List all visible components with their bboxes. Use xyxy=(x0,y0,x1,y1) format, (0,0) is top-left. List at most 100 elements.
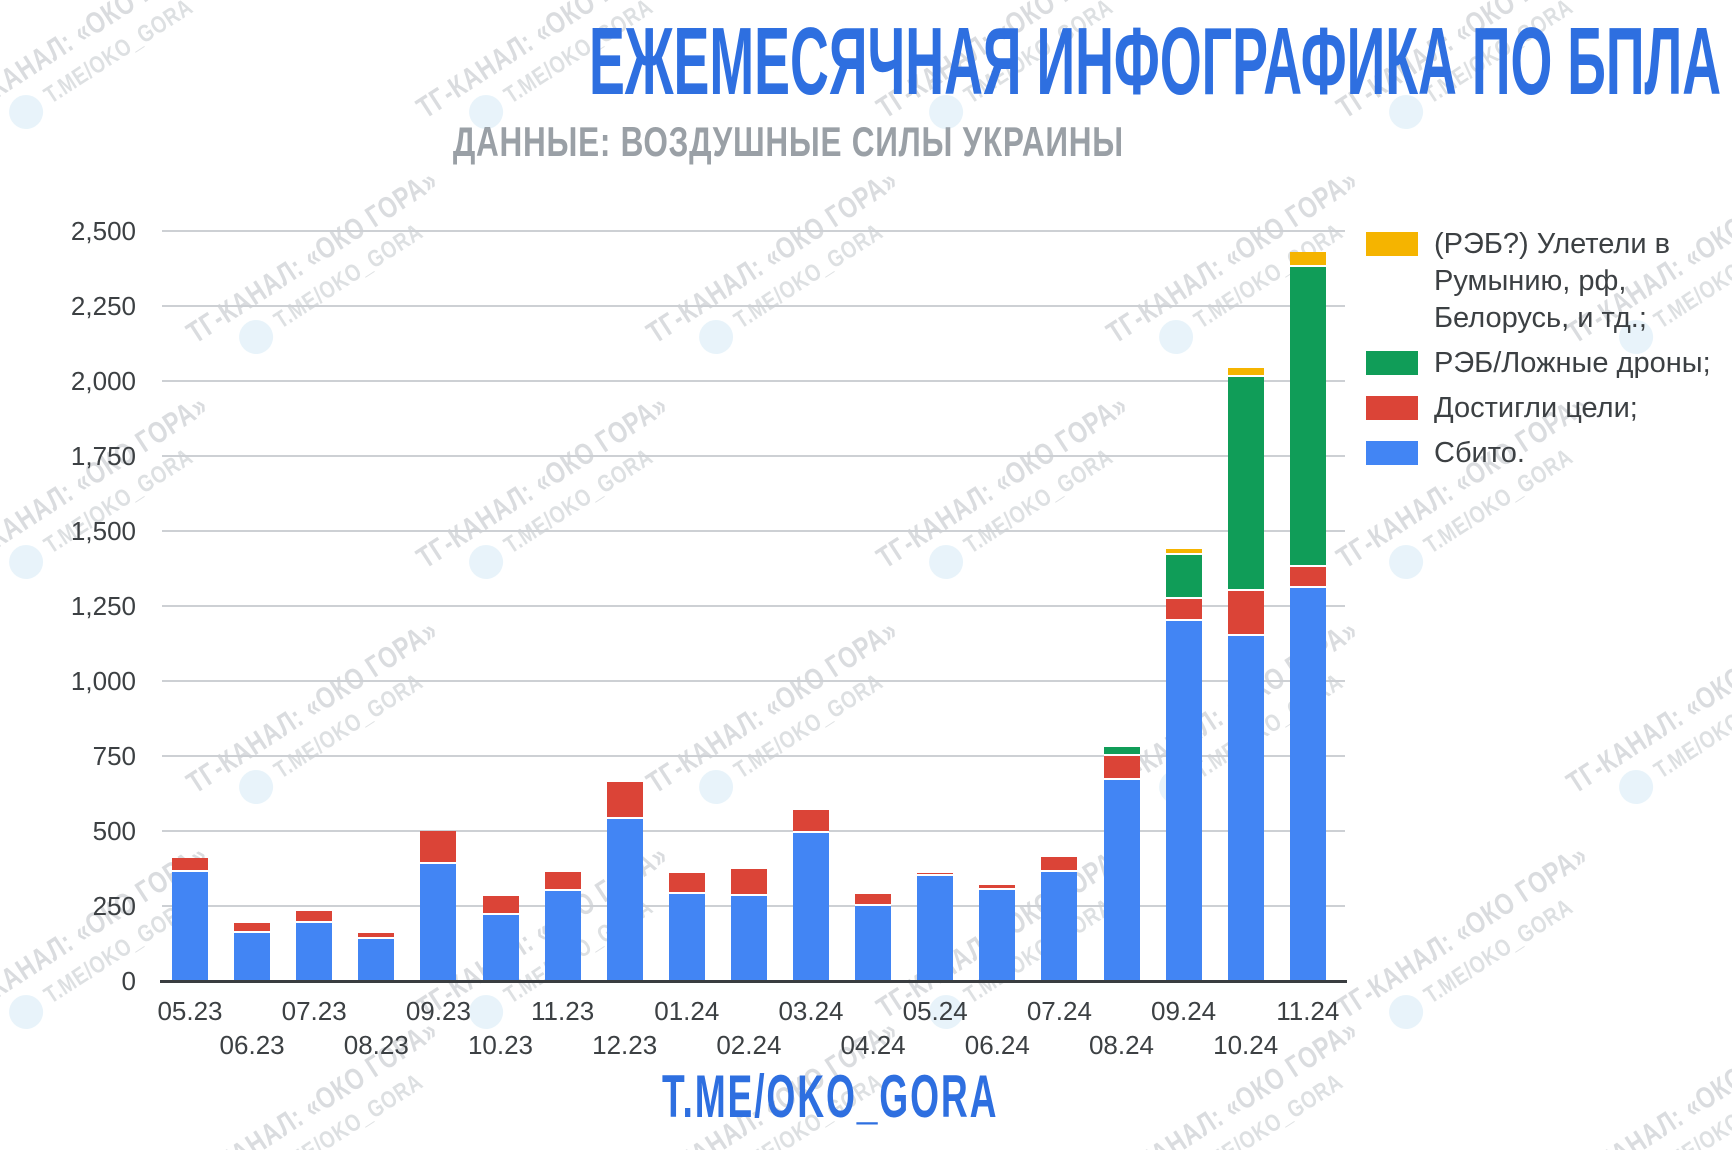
footer-channel-handle: T.ME/OKO_GORA xyxy=(0,1062,1660,1131)
bar-segment-shot_down xyxy=(793,832,829,981)
x-axis-tick-label: 08.23 xyxy=(343,1030,409,1060)
bar-segment-reached_target xyxy=(793,810,829,833)
watermark-handle-text: T.ME/OKO_GORA xyxy=(729,668,888,785)
bar-segment-flew_away xyxy=(1289,252,1326,267)
bar-segment-shot_down xyxy=(855,906,892,981)
watermark-channel-text: ТГ-КАНАЛ: «ОКО ГОРА» xyxy=(641,163,904,351)
page-title-text: ЕЖЕМЕСЯЧНАЯ ИНФОГРАФИКА ПО БПЛА SHAHED-1… xyxy=(589,8,1732,115)
chart-legend: (РЭБ?) Улетели в Румынию, рф, Белорусь, и … xyxy=(1366,226,1711,480)
y-axis-tick-label: 2,250 xyxy=(70,291,136,321)
legend-label: Достигли цели; xyxy=(1434,392,1638,424)
bar-segment-reached_target xyxy=(420,831,457,864)
telegram-circle-icon xyxy=(1382,538,1430,586)
watermark-handle-text: T.ME/OKO_GORA xyxy=(1419,893,1578,1010)
legend-label: (РЭБ?) Улетели в Румынию, рф, Белорусь, и … xyxy=(1434,228,1670,334)
bar-segment-reached_target xyxy=(482,895,519,915)
gridline xyxy=(162,755,1345,757)
bar-segment-shot_down xyxy=(358,939,395,981)
gridline xyxy=(162,530,1345,532)
gridline xyxy=(162,680,1345,682)
x-axis-tick-label: 07.24 xyxy=(1026,996,1092,1026)
y-axis-tick-label: 1,250 xyxy=(70,591,136,621)
x-axis-tick-label: 01.24 xyxy=(654,996,720,1026)
telegram-circle-icon xyxy=(1152,313,1200,361)
legend-item-ew_decoys: РЭБ/Ложные дроны; xyxy=(1366,345,1711,382)
bar-segment-reached_target xyxy=(917,873,954,876)
bar-segment-reached_target xyxy=(1227,591,1264,636)
y-axis-tick-label: 2,000 xyxy=(70,366,136,396)
watermark-handle-text: T.ME/OKO_GORA xyxy=(729,218,888,335)
x-axis-tick-label: 11.23 xyxy=(531,996,595,1026)
watermark-channel-text: ТГ-КАНАЛ: «ОКО ГОРА» xyxy=(411,388,674,576)
x-axis-tick-label: 06.23 xyxy=(219,1030,285,1060)
bar-segment-ew_decoys xyxy=(1103,747,1140,756)
watermark-handle-text: T.ME/OKO_GORA xyxy=(1649,668,1732,785)
watermark-channel-text: ТГ-КАНАЛ: «ОКО ГОРА» xyxy=(1331,838,1594,1026)
bar-segment-shot_down xyxy=(1165,621,1202,981)
watermark-channel-text: ТГ-КАНАЛ: «ОКО ГОРА» xyxy=(181,613,444,801)
bar-segment-shot_down xyxy=(234,933,271,981)
legend-item-flew_away: (РЭБ?) Улетели в Румынию, рф, Белорусь, и … xyxy=(1366,226,1711,337)
footer-channel-handle-text: T.ME/OKO_GORA xyxy=(661,1063,999,1130)
gridline xyxy=(162,830,1345,832)
legend-swatch-shot_down xyxy=(1366,441,1418,465)
page-title: ЕЖЕМЕСЯЧНАЯ ИНФОГРАФИКА ПО БПЛА SHAHED-1… xyxy=(0,10,1732,114)
watermark-tile: ТГ-КАНАЛ: «ОКО ГОРА»T.ME/OKO_GORA xyxy=(641,569,993,831)
gridline xyxy=(162,380,1345,382)
watermark-handle-text: T.ME/OKO_GORA xyxy=(269,668,428,785)
bar-segment-reached_target xyxy=(296,910,333,923)
telegram-circle-icon xyxy=(692,313,740,361)
telegram-circle-icon xyxy=(922,538,970,586)
bar-segment-ew_decoys xyxy=(1227,376,1264,591)
watermark-tile: ТГ-КАНАЛ: «ОКО ГОРА»T.ME/OKO_GORA xyxy=(411,344,763,606)
legend-label: РЭБ/Ложные дроны; xyxy=(1434,347,1711,379)
bar-segment-flew_away xyxy=(1165,549,1202,555)
bar-segment-reached_target xyxy=(172,858,208,872)
y-axis-tick-label: 0 xyxy=(121,966,136,996)
legend-item-reached_target: Достигли цели; xyxy=(1366,390,1711,427)
bar-segment-shot_down xyxy=(979,889,1016,981)
bar-segment-reached_target xyxy=(979,885,1016,890)
bar-segment-shot_down xyxy=(1103,780,1140,981)
bar-segment-shot_down xyxy=(917,876,954,981)
bar-segment-ew_decoys xyxy=(1289,267,1326,567)
x-axis-tick-label: 12.23 xyxy=(592,1030,658,1060)
bar-segment-shot_down xyxy=(1289,588,1326,981)
telegram-circle-icon xyxy=(232,313,280,361)
bar-segment-shot_down xyxy=(482,915,519,981)
bar-segment-shot_down xyxy=(544,891,581,981)
page-subtitle-text: ДАННЫЕ: ВОЗДУШНЫЕ СИЛЫ УКРАИНЫ xyxy=(452,118,1124,165)
bar-segment-reached_target xyxy=(358,933,395,939)
watermark-channel-text: ТГ-КАНАЛ: «ОКО ГОРА» xyxy=(0,388,214,576)
bar-segment-shot_down xyxy=(730,895,767,981)
watermark-tile: ТГ-КАНАЛ: «ОКО ГОРА»T.ME/OKO_GORA xyxy=(1101,569,1453,831)
x-axis-tick-label: 02.24 xyxy=(716,1030,782,1060)
bar-segment-reached_target xyxy=(730,868,767,896)
watermark-channel-text: ТГ-КАНАЛ: «ОКО ГОРА» xyxy=(871,388,1134,576)
gridline xyxy=(162,455,1345,457)
bar-segment-shot_down xyxy=(296,922,333,981)
bar-segment-shot_down xyxy=(1227,636,1264,981)
bar-segment-ew_decoys xyxy=(1165,555,1202,599)
bar-segment-shot_down xyxy=(172,871,208,981)
x-axis-tick-label: 09.24 xyxy=(1151,996,1217,1026)
x-axis-tick-label: 05.23 xyxy=(157,996,223,1026)
bar-segment-reached_target xyxy=(1165,598,1202,621)
x-axis-line xyxy=(160,980,1347,983)
legend-swatch-flew_away xyxy=(1366,232,1418,256)
x-axis-tick-label: 06.24 xyxy=(964,1030,1030,1060)
y-axis-tick-label: 250 xyxy=(92,891,136,921)
bar-segment-reached_target xyxy=(855,894,892,906)
telegram-circle-icon xyxy=(692,763,740,811)
y-axis-tick-label: 2,500 xyxy=(70,216,136,246)
x-axis-tick-label: 08.24 xyxy=(1088,1030,1155,1060)
x-axis-tick-label: 11.24 xyxy=(1276,996,1340,1026)
gridline xyxy=(162,605,1345,607)
x-axis-tick-label: 10.24 xyxy=(1213,1030,1279,1060)
bar-segment-shot_down xyxy=(668,894,705,981)
watermark-handle-text: T.ME/OKO_GORA xyxy=(959,443,1118,560)
telegram-circle-icon xyxy=(1612,763,1660,811)
watermark-channel-text: ТГ-КАНАЛ: «ОКО ГОРА» xyxy=(1561,614,1732,801)
gridline xyxy=(162,305,1345,307)
watermark-tile: ТГ-КАНАЛ: «ОКО ГОРА»T.ME/OKO_GORA xyxy=(1561,569,1732,831)
